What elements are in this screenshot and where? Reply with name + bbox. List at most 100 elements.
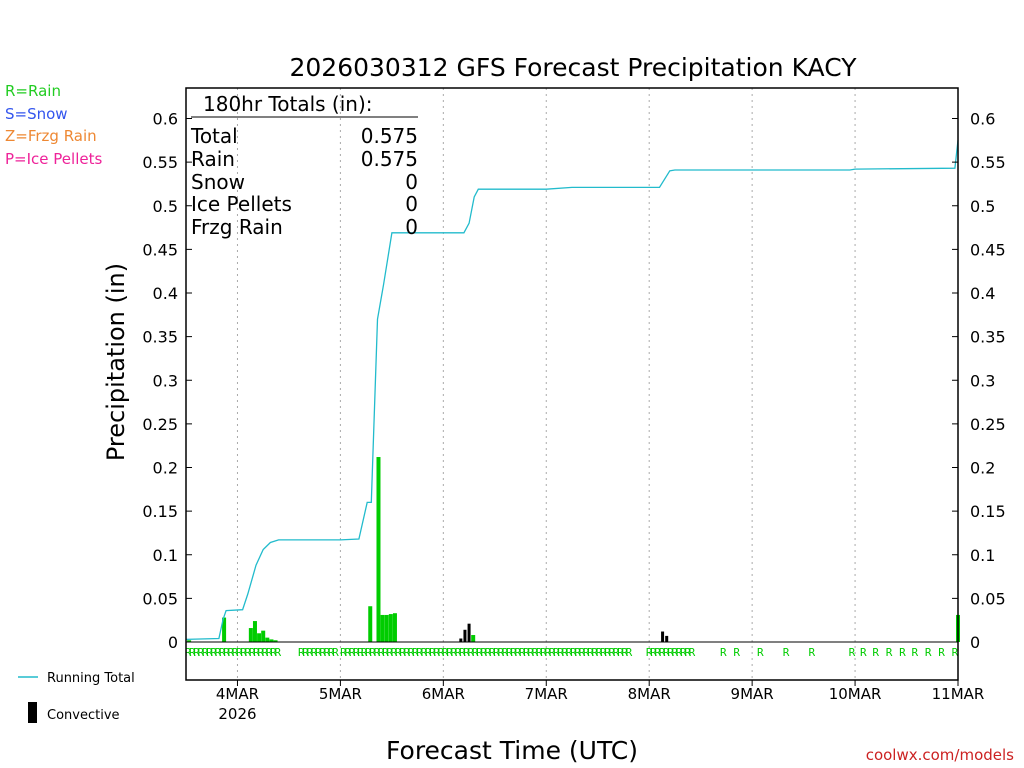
legend-frzg-rain: Z=Frzg Rain (5, 127, 97, 145)
rain-bar-7 (269, 639, 274, 642)
precip-type-mark-20: R (270, 646, 277, 659)
bottom-legend: Running Total Convective (18, 671, 135, 723)
precip-type-mark-74: R (523, 646, 530, 659)
precip-type-mark-61: R (468, 646, 475, 659)
y-tick-label-right-0.6: 0.6 (970, 110, 995, 129)
precip-type-mark-106: R (676, 646, 683, 659)
totals-value-snow: 0 (405, 170, 418, 194)
precip-type-mark-109: R (689, 646, 696, 659)
y-tick-label-right-0.35: 0.35 (970, 328, 1006, 347)
precip-type-mark-119: R (899, 646, 906, 659)
x-tick-label-5mar: 5MAR (319, 685, 362, 703)
bars (187, 457, 960, 642)
precip-type-mark-77: R (536, 646, 543, 659)
precip-type-mark-28: R (324, 646, 331, 659)
precip-type-mark-34: R (353, 646, 360, 659)
precip-type-mark-99: R (646, 646, 653, 659)
chart-title: 2026030312 GFS Forecast Precipitation KA… (290, 53, 858, 82)
precip-type-mark-37: R (365, 646, 372, 659)
precip-type-mark-105: R (672, 646, 679, 659)
grid-lines (236, 88, 856, 680)
rain-bar-13 (388, 614, 393, 642)
precip-type-mark-85: R (570, 646, 577, 659)
y-tick-label-left-0.05: 0.05 (142, 589, 178, 608)
precip-type-mark-81: R (553, 646, 560, 659)
precip-type-mark-82: R (557, 646, 564, 659)
precip-type-mark-55: R (442, 646, 449, 659)
legend-snow: S=Snow (5, 105, 68, 123)
precip-type-mark-69: R (502, 646, 509, 659)
totals-value-rain: 0.575 (361, 147, 418, 171)
precip-type-mark-33: R (349, 646, 356, 659)
precip-type-mark-67: R (493, 646, 500, 659)
y-tick-label-left-0.3: 0.3 (153, 371, 178, 390)
precip-type-mark-88: R (583, 646, 590, 659)
totals-label-ice-pellets: Ice Pellets (191, 192, 292, 216)
precip-type-mark-83: R (562, 646, 569, 659)
precip-type-mark-118: R (886, 646, 893, 659)
precip-type-mark-91: R (596, 646, 603, 659)
precip-type-mark-87: R (579, 646, 586, 659)
convective-legend-label: Convective (47, 708, 120, 723)
x-tick-sublabel-4mar: 2026 (218, 705, 256, 723)
y-tick-label-right-0.5: 0.5 (970, 197, 995, 216)
precip-type-mark-107: R (680, 646, 687, 659)
y-tick-label-left-0.25: 0.25 (142, 415, 178, 434)
precip-type-mark-114: R (809, 646, 816, 659)
precip-type-mark-12: R (236, 646, 243, 659)
convective-bar-1 (463, 629, 467, 642)
precip-type-mark-64: R (480, 646, 487, 659)
x-tick-label-7mar: 7MAR (525, 685, 568, 703)
rain-bar-4 (257, 633, 262, 642)
precip-type-mark-14: R (245, 646, 252, 659)
precip-type-mark-66: R (489, 646, 496, 659)
precip-type-mark-10: R (227, 646, 234, 659)
rain-bar-1 (222, 617, 227, 642)
credit-text: coolwx.com/models (866, 746, 1014, 764)
y-tick-label-left-0.55: 0.55 (142, 153, 178, 172)
y-tick-label-right-0.1: 0.1 (970, 546, 995, 565)
precip-type-mark-89: R (587, 646, 594, 659)
precip-type-mark-29: R (328, 646, 335, 659)
precip-type-mark-56: R (446, 646, 453, 659)
precip-type-mark-113: R (783, 646, 790, 659)
precip-type-mark-97: R (621, 646, 628, 659)
precip-type-mark-90: R (591, 646, 598, 659)
precip-type-mark-35: R (357, 646, 364, 659)
precip-type-mark-53: R (433, 646, 440, 659)
legend-rain: R=Rain (5, 82, 61, 100)
y-tick-label-left-0.15: 0.15 (142, 502, 178, 521)
precip-type-mark-52: R (429, 646, 436, 659)
precip-type-mark-93: R (604, 646, 611, 659)
rain-bar-3 (252, 621, 257, 642)
x-tick-label-8mar: 8MAR (628, 685, 671, 703)
rain-bar-8 (273, 640, 278, 642)
precip-type-mark-57: R (450, 646, 457, 659)
precip-type-mark-65: R (485, 646, 492, 659)
y-tick-label-left-0.5: 0.5 (153, 197, 178, 216)
precip-type-mark-63: R (476, 646, 483, 659)
totals-value-frzg-rain: 0 (405, 215, 418, 239)
convective-bar-2 (467, 623, 471, 642)
precip-type-mark-95: R (613, 646, 620, 659)
x-tick-label-6mar: 6MAR (422, 685, 465, 703)
y-tick-label-left-0: 0 (168, 633, 178, 652)
totals-value-total: 0.575 (361, 124, 418, 148)
rain-bar-15 (471, 635, 476, 642)
precip-type-mark-17: R (257, 646, 264, 659)
y-tick-label-left-0.6: 0.6 (153, 110, 178, 129)
precip-type-mark-100: R (650, 646, 657, 659)
precip-type-mark-4: R (202, 646, 209, 659)
precip-type-mark-51: R (425, 646, 432, 659)
rain-bar-2 (248, 628, 253, 642)
precip-type-mark-38: R (369, 646, 376, 659)
plot-frame (185, 87, 959, 681)
precip-type-mark-15: R (249, 646, 256, 659)
precip-type-mark-75: R (527, 646, 534, 659)
y-tick-label-left-0.35: 0.35 (142, 328, 178, 347)
precip-type-mark-13: R (240, 646, 247, 659)
precip-type-mark-6: R (210, 646, 217, 659)
